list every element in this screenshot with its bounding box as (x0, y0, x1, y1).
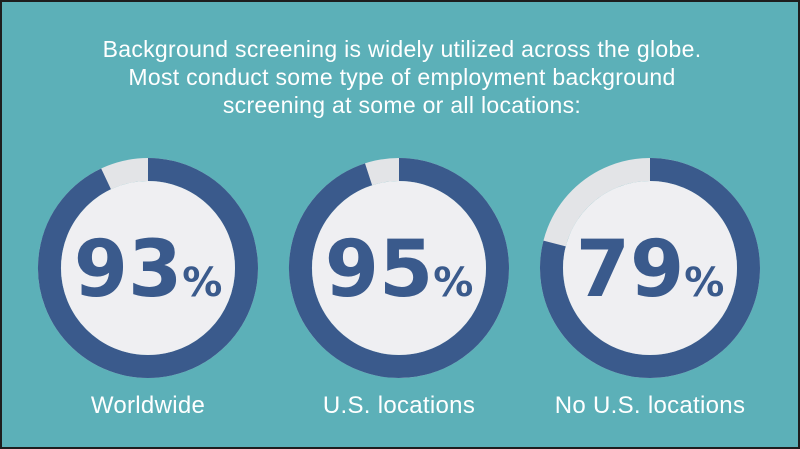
label-us-locations: U.S. locations (322, 392, 476, 419)
donut-inner-no-us-locations (563, 181, 737, 355)
donut-arc-worldwide (38, 158, 258, 378)
donut-arc-no-us-locations (540, 158, 760, 378)
percent-sign-no-us-locations: % (684, 260, 724, 306)
donut-value-no-us-locations: 79% (576, 225, 725, 315)
donut-us-locations: 95% (289, 158, 509, 378)
headline: Background screening is widely utilized … (22, 35, 782, 119)
headline-line-2: Most conduct some type of employment bac… (128, 64, 676, 90)
donut-value-worldwide: 93% (74, 225, 223, 315)
label-worldwide: Worldwide (90, 392, 206, 419)
donut-inner-worldwide (61, 181, 235, 355)
donut-no-us-locations: 79% (540, 158, 760, 378)
value-number-no-us-locations: 79 (576, 225, 685, 315)
value-number-worldwide: 93 (74, 225, 183, 315)
donut-worldwide: 93% (38, 158, 258, 378)
donut-value-us-locations: 95% (325, 225, 474, 315)
headline-line-3: screening at some or all locations: (222, 92, 582, 118)
donut-inner-us-locations (312, 181, 486, 355)
percent-sign-worldwide: % (182, 260, 222, 306)
percent-sign-us-locations: % (433, 260, 473, 306)
headline-line-1: Background screening is widely utilized … (102, 36, 702, 62)
donut-arc-us-locations (289, 158, 509, 378)
value-number-us-locations: 95 (325, 225, 434, 315)
label-no-us-locations: No U.S. locations (554, 392, 746, 419)
